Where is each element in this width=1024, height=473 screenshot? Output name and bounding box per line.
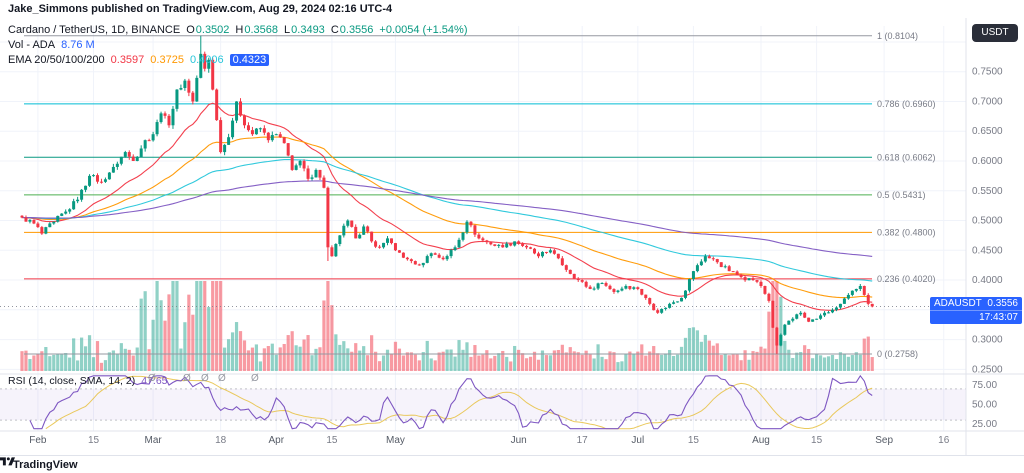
rsi-legend[interactable]: RSI (14, close, SMA, 14, 2) 47.65	[8, 375, 168, 387]
rsi-axis-label: 25.00	[972, 419, 997, 430]
fib-retracement[interactable]: 1 (0.8104) 0.786 (0.6960) 0.618 (0.6062) 0.…	[24, 31, 936, 359]
rsi-divergence-marker: Ø	[251, 373, 259, 384]
rsi-divergence-marker: Ø	[183, 373, 191, 384]
price-axis-label: 0.4000	[972, 275, 1003, 286]
ema-label: EMA 20/50/100/200	[8, 54, 105, 66]
pane-separators	[0, 18, 1024, 455]
fib-level-label: 0.786 (0.6960)	[877, 99, 936, 109]
price-axis-label: 0.7500	[972, 67, 1003, 78]
price-axis-label: 0.5000	[972, 216, 1003, 227]
ema-value: 0.3725	[150, 54, 184, 66]
footer-bar: TradingView	[0, 455, 1024, 473]
byline: Jake_Simmons published on TradingView.co…	[8, 3, 393, 15]
rsi-divergence-marker: Ø	[218, 373, 226, 384]
fib-level-label: 0.236 (0.4020)	[877, 274, 936, 284]
fib-level-label: 0 (0.2758)	[877, 349, 918, 359]
price-axis-label: 0.6000	[972, 156, 1003, 167]
candles[interactable]	[20, 35, 874, 354]
fib-level-label: 0.382 (0.4800)	[877, 227, 936, 237]
price-change: +0.0054 (+1.54%)	[379, 24, 468, 36]
ohlc-value: 0.3556	[339, 24, 374, 36]
ema-50-line[interactable]	[21, 136, 873, 299]
ema-values: 0.3597 0.3725 0.4006 0.4323	[105, 54, 270, 66]
ema-100-line[interactable]	[21, 158, 873, 282]
price-axis-label: 0.4500	[972, 245, 1003, 256]
volume-label: Vol - ADA	[8, 39, 56, 51]
volume-bars[interactable]	[20, 281, 874, 371]
time-axis-label: 15	[326, 435, 338, 446]
ema-200-line[interactable]	[21, 180, 873, 257]
time-axis-label: 15	[688, 435, 700, 446]
time-axis-labels[interactable]: Feb 15 Mar 18 Apr 15 May Jun 17 Jul 15 Aug 15 Sep 16	[29, 435, 949, 446]
ema-20-line[interactable]	[21, 102, 873, 311]
rsi-label: RSI (14, close, SMA, 14, 2)	[8, 375, 136, 387]
symbol-title[interactable]: Cardano / TetherUS, 1D, BINANCE	[8, 24, 181, 36]
price-box-symbol: ADAUSDT	[934, 298, 982, 309]
fib-level-label: 1 (0.8104)	[877, 31, 918, 41]
symbol-legend[interactable]: Cardano / TetherUS, 1D, BINANCE O0.3502 H…	[8, 24, 468, 36]
ema-value: 0.3597	[110, 54, 145, 66]
ohlc-value: 0.3493	[291, 24, 325, 36]
rsi-axis-label: 75.00	[972, 380, 997, 391]
rsi-sma-line[interactable]	[45, 375, 873, 430]
price-axis-label: 0.5500	[972, 186, 1003, 197]
ohlc-label: O	[186, 24, 195, 36]
rsi-value: 47.65	[141, 375, 168, 387]
price-axis-label: 0.6500	[972, 126, 1003, 137]
time-axis-label: Mar	[144, 435, 162, 446]
fib-level-label: 0.5 (0.5431)	[877, 190, 926, 200]
volume-legend[interactable]: Vol - ADA 8.76 M	[8, 39, 95, 51]
price-axis-labels[interactable]: 0.7500 0.7000 0.6500 0.6000 0.5500 0.5000 0.45…	[972, 67, 1003, 430]
rsi-band	[0, 388, 966, 421]
fib-level-label: 0.618 (0.6062)	[877, 152, 936, 162]
time-axis-label: Apr	[268, 435, 284, 446]
time-axis-label: Aug	[752, 435, 770, 446]
price-box-countdown: 17:43:07	[930, 310, 1022, 324]
volume-value: 8.76 M	[61, 39, 95, 51]
time-axis-label: 15	[88, 435, 100, 446]
rsi-divergence-marker: Ø	[201, 373, 209, 384]
time-axis-label: Jun	[511, 435, 527, 446]
time-axis-label: Sep	[875, 435, 893, 446]
time-axis-label: Feb	[29, 435, 47, 446]
ohlc-value: 0.3502	[195, 24, 230, 36]
time-axis-label: 18	[215, 435, 227, 446]
ema-value: 0.4323	[229, 54, 270, 66]
current-price-box: ADAUSDT 0.3556 17:43:07	[930, 297, 1022, 324]
rsi-line[interactable]	[29, 374, 873, 430]
price-axis-label: 0.2500	[972, 364, 1003, 375]
time-axis-label: 17	[577, 435, 589, 446]
ema-legend[interactable]: EMA 20/50/100/200 0.3597 0.3725 0.4006 0.43…	[8, 54, 270, 66]
price-box-price: 0.3556	[987, 298, 1018, 309]
rsi-axis-label: 50.00	[972, 400, 997, 411]
ohlc-label: H	[235, 24, 244, 36]
currency-button[interactable]: USDT	[972, 24, 1018, 42]
ohlc-label: C	[330, 24, 339, 36]
time-axis-label: Jul	[631, 435, 644, 446]
price-axis-label: 0.3000	[972, 335, 1003, 346]
ohlc-label: L	[284, 24, 291, 36]
ema-value: 0.4006	[189, 54, 224, 66]
tradingview-brand[interactable]: TradingView	[13, 458, 78, 471]
ohlc-values: O0.3502 H0.3568 L0.3493 C0.3556	[180, 24, 373, 36]
ohlc-value: 0.3568	[244, 24, 279, 36]
time-axis-label: May	[386, 435, 405, 446]
price-axis-label: 0.7000	[972, 96, 1003, 107]
time-axis-label: 15	[811, 435, 823, 446]
rsi-divergence-marker: Ø	[148, 373, 156, 384]
time-axis-label: 16	[938, 435, 950, 446]
